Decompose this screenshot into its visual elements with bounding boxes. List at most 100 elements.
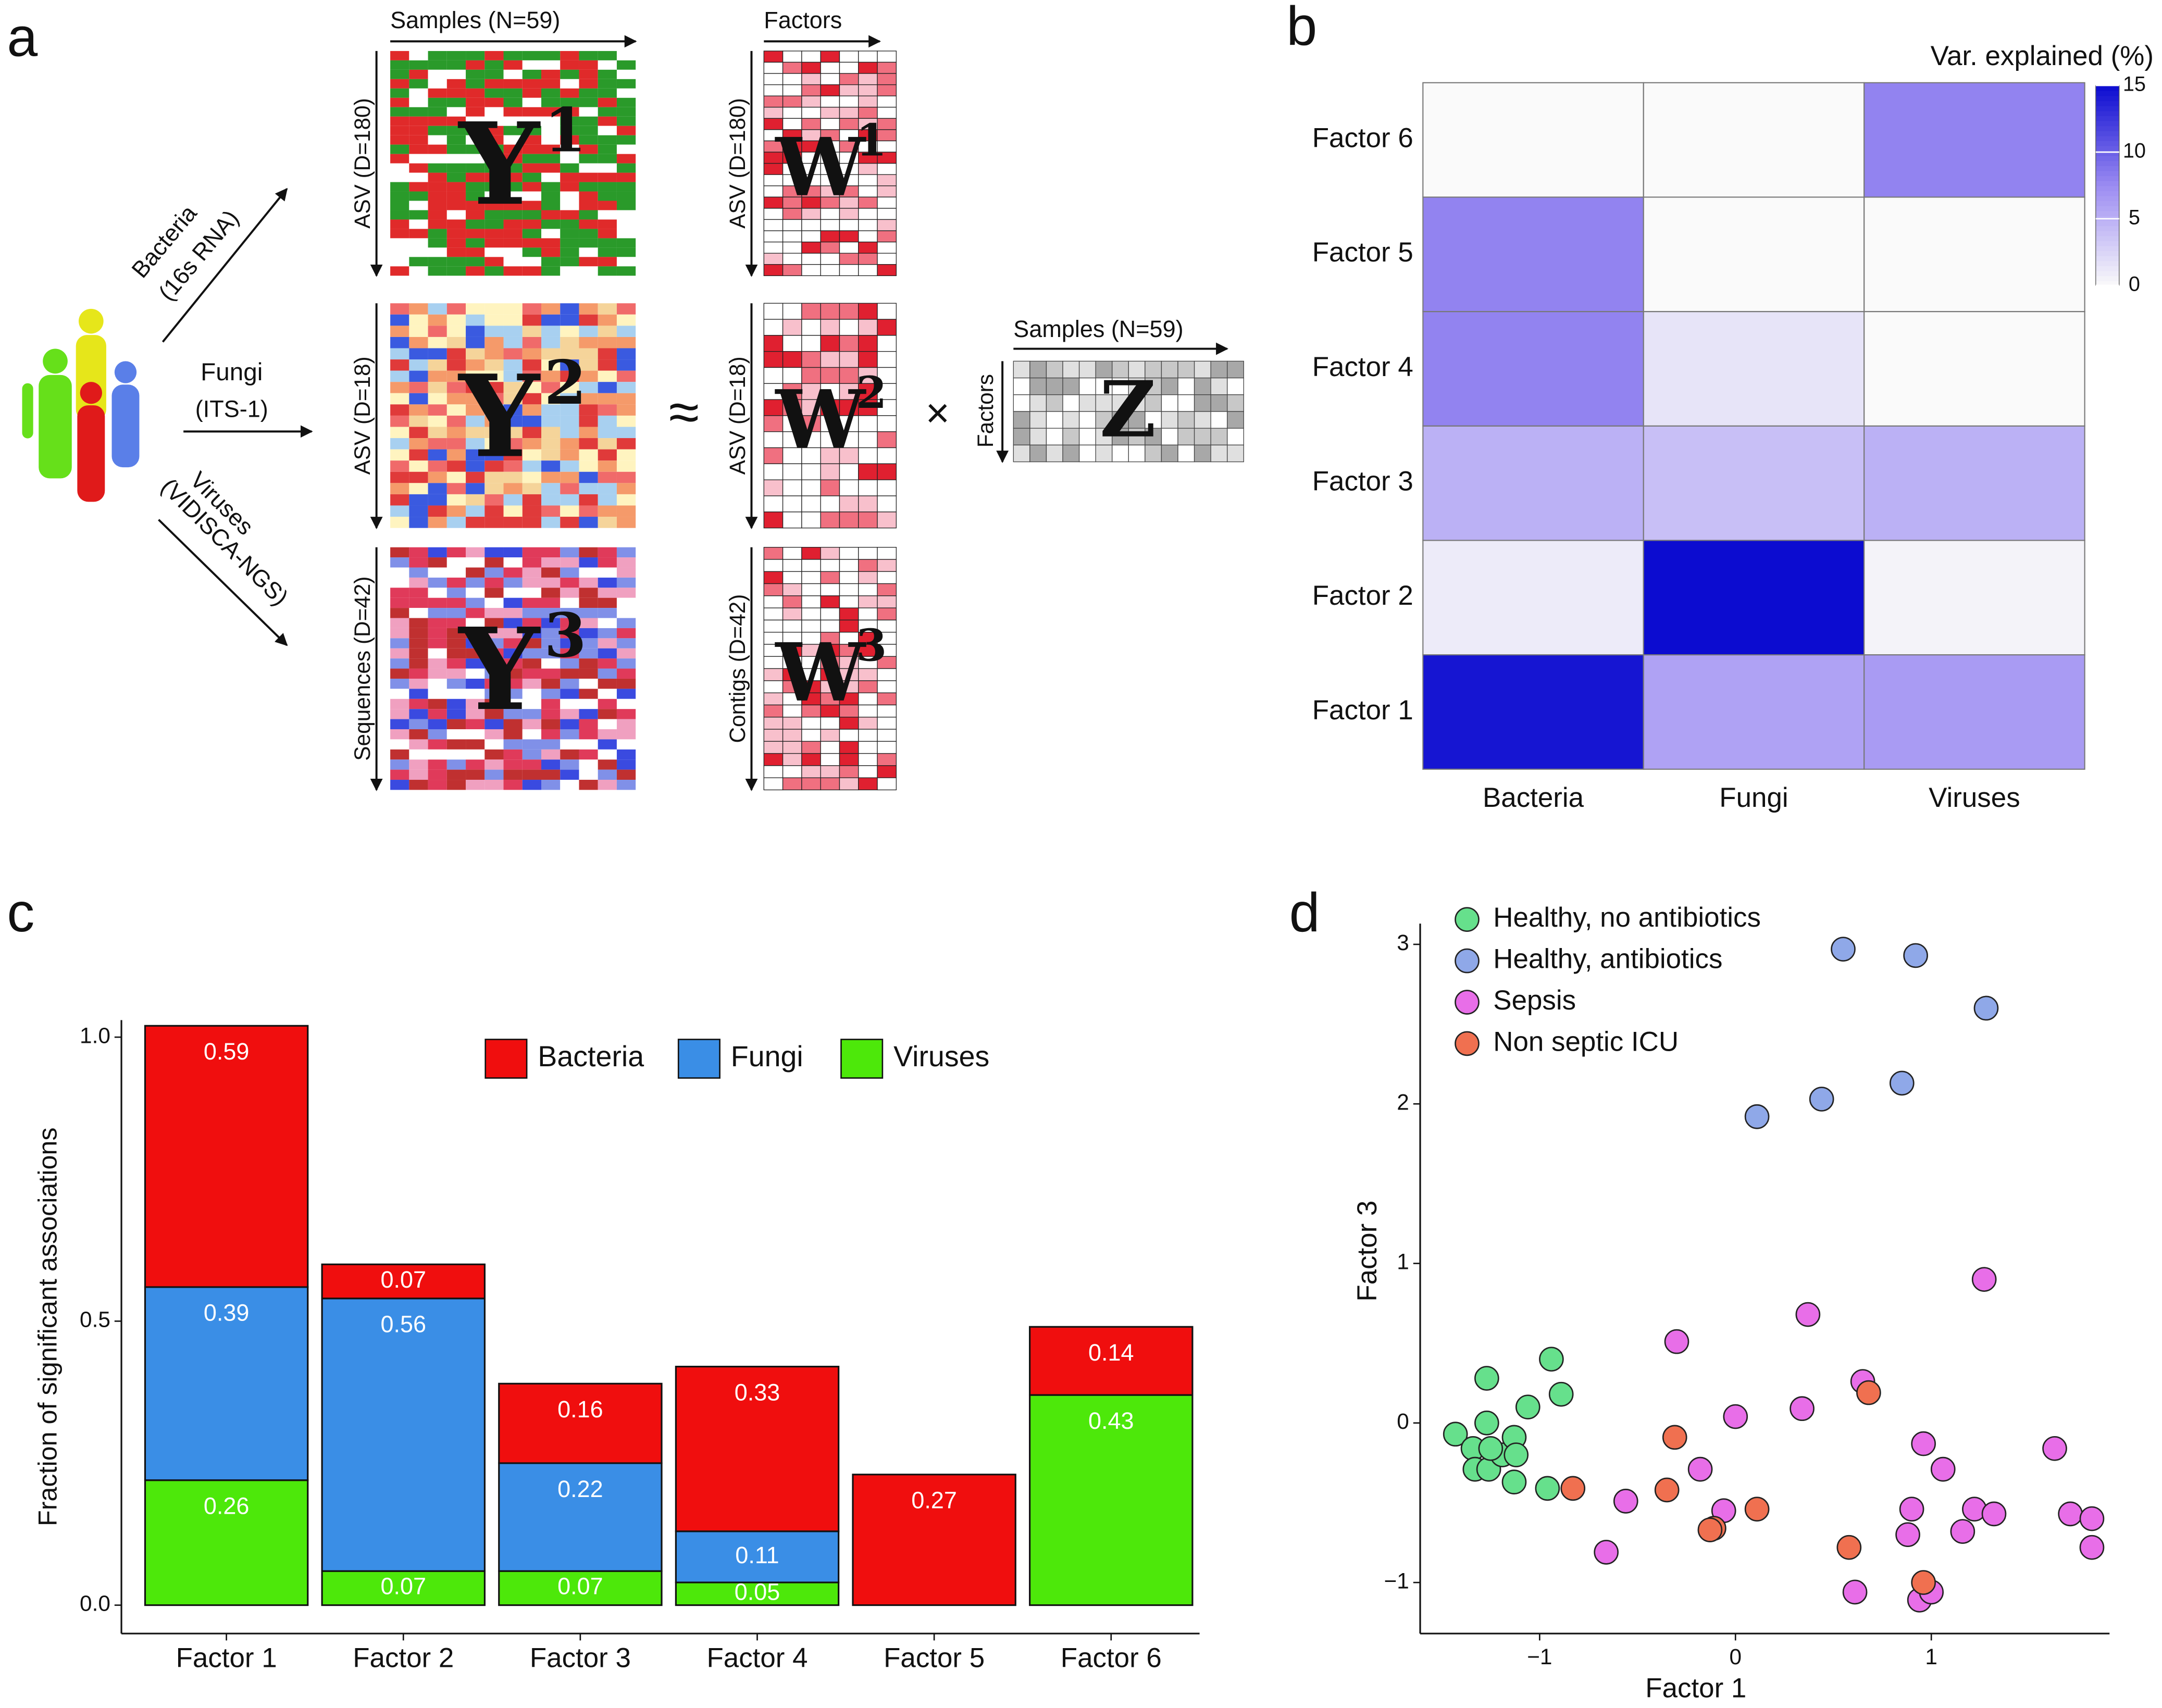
matrix-cell <box>484 359 504 371</box>
matrix-cell <box>598 210 617 220</box>
matrix-cell <box>820 319 840 336</box>
matrix-cell <box>598 517 617 528</box>
matrix-cell <box>503 154 523 164</box>
matrix-cell <box>782 107 802 119</box>
matrix-cell <box>409 648 428 659</box>
matrix-cell <box>839 253 859 265</box>
matrix-cell <box>428 483 447 494</box>
matrix-cell <box>801 765 821 778</box>
matrix-cell <box>616 597 636 608</box>
matrix-cell <box>466 303 485 315</box>
matrix-cell <box>409 210 428 220</box>
matrix-cell <box>839 241 859 254</box>
colorbar-step <box>2095 235 2119 241</box>
matrix-cell <box>409 116 428 126</box>
matrix-cell <box>428 494 447 506</box>
matrix-cell <box>1062 411 1080 429</box>
matrix-cell <box>522 404 542 416</box>
matrix-cell <box>428 449 447 461</box>
legend-label: Bacteria <box>538 1040 644 1073</box>
matrix-cell <box>522 163 542 173</box>
matrix-cell <box>446 628 466 639</box>
matrix-cell <box>579 382 598 393</box>
matrix-cell <box>782 571 802 584</box>
matrix-cell <box>503 739 523 750</box>
matrix-cell <box>466 144 485 154</box>
matrix-index: 3 <box>856 619 887 671</box>
matrix-cell <box>428 163 447 173</box>
matrix-cell <box>782 319 802 336</box>
matrix-cell <box>484 699 504 709</box>
matrix-cell <box>446 69 466 79</box>
matrix-cell <box>782 73 802 85</box>
matrix-cell <box>1194 394 1211 412</box>
matrix-cell <box>522 191 542 201</box>
matrix-cell <box>409 471 428 483</box>
matrix-cell <box>522 449 542 461</box>
matrix-cell <box>446 739 466 750</box>
matrix-cell <box>428 79 447 89</box>
matrix-cell <box>541 460 561 472</box>
matrix-cell <box>763 546 784 560</box>
matrix-cell <box>446 359 466 371</box>
matrix-cell <box>839 303 859 320</box>
panel-label: a <box>7 6 38 68</box>
panel-label: c <box>7 882 34 943</box>
matrix-cell <box>446 229 466 239</box>
matrix-cell <box>466 729 485 740</box>
matrix-cell <box>598 172 617 182</box>
matrix-cell <box>390 780 409 790</box>
matrix-cell <box>560 359 579 371</box>
matrix-cell <box>579 505 598 517</box>
matrix-cell <box>1078 394 1096 412</box>
matrix-cell <box>409 557 428 568</box>
matrix-cell <box>560 238 579 248</box>
matrix-cell <box>466 154 485 164</box>
matrix-cell <box>466 449 485 461</box>
matrix-cell <box>503 172 523 182</box>
matrix-cell <box>484 517 504 528</box>
matrix-cell <box>616 438 636 450</box>
matrix-cell <box>858 61 878 74</box>
matrix-cell <box>390 135 409 145</box>
matrix-cell <box>466 618 485 628</box>
matrix-cell <box>428 97 447 107</box>
matrix-cell <box>390 588 409 598</box>
matrix-cell <box>1095 360 1113 379</box>
matrix-cell <box>446 172 466 182</box>
matrix-cell <box>801 447 821 465</box>
matrix-cell <box>503 229 523 239</box>
matrix-cell <box>560 336 579 348</box>
legend-marker <box>1455 948 1480 974</box>
matrix-cell <box>503 88 523 98</box>
matrix-cell <box>522 79 542 89</box>
matrix-cell <box>579 229 598 239</box>
matrix-cell <box>503 415 523 427</box>
matrix-cell <box>428 729 447 740</box>
colorbar-step <box>2095 245 2119 251</box>
matrix-cell <box>560 79 579 89</box>
matrix-cell <box>782 61 802 74</box>
matrix-cell <box>801 73 821 85</box>
matrix-cell <box>579 238 598 248</box>
point <box>1903 943 1928 968</box>
matrix-cell <box>560 668 579 679</box>
matrix-cell <box>560 678 579 689</box>
matrix-cell <box>560 729 579 740</box>
matrix-cell <box>541 326 561 337</box>
point <box>1697 1517 1723 1542</box>
matrix-cell <box>820 253 840 265</box>
matrix-cell <box>839 61 859 74</box>
matrix-cell <box>579 749 598 760</box>
matrix-cell <box>541 135 561 145</box>
y-tick-label: −1 <box>1384 1568 1409 1593</box>
matrix-cell <box>484 107 504 117</box>
matrix-cell <box>579 709 598 719</box>
matrix-cell <box>484 415 504 427</box>
matrix-cell <box>503 191 523 201</box>
matrix-cell <box>598 257 617 267</box>
y-axis-title: Fraction of significant associations <box>33 1127 63 1526</box>
matrix-cell <box>801 230 821 243</box>
matrix-cell <box>390 719 409 729</box>
